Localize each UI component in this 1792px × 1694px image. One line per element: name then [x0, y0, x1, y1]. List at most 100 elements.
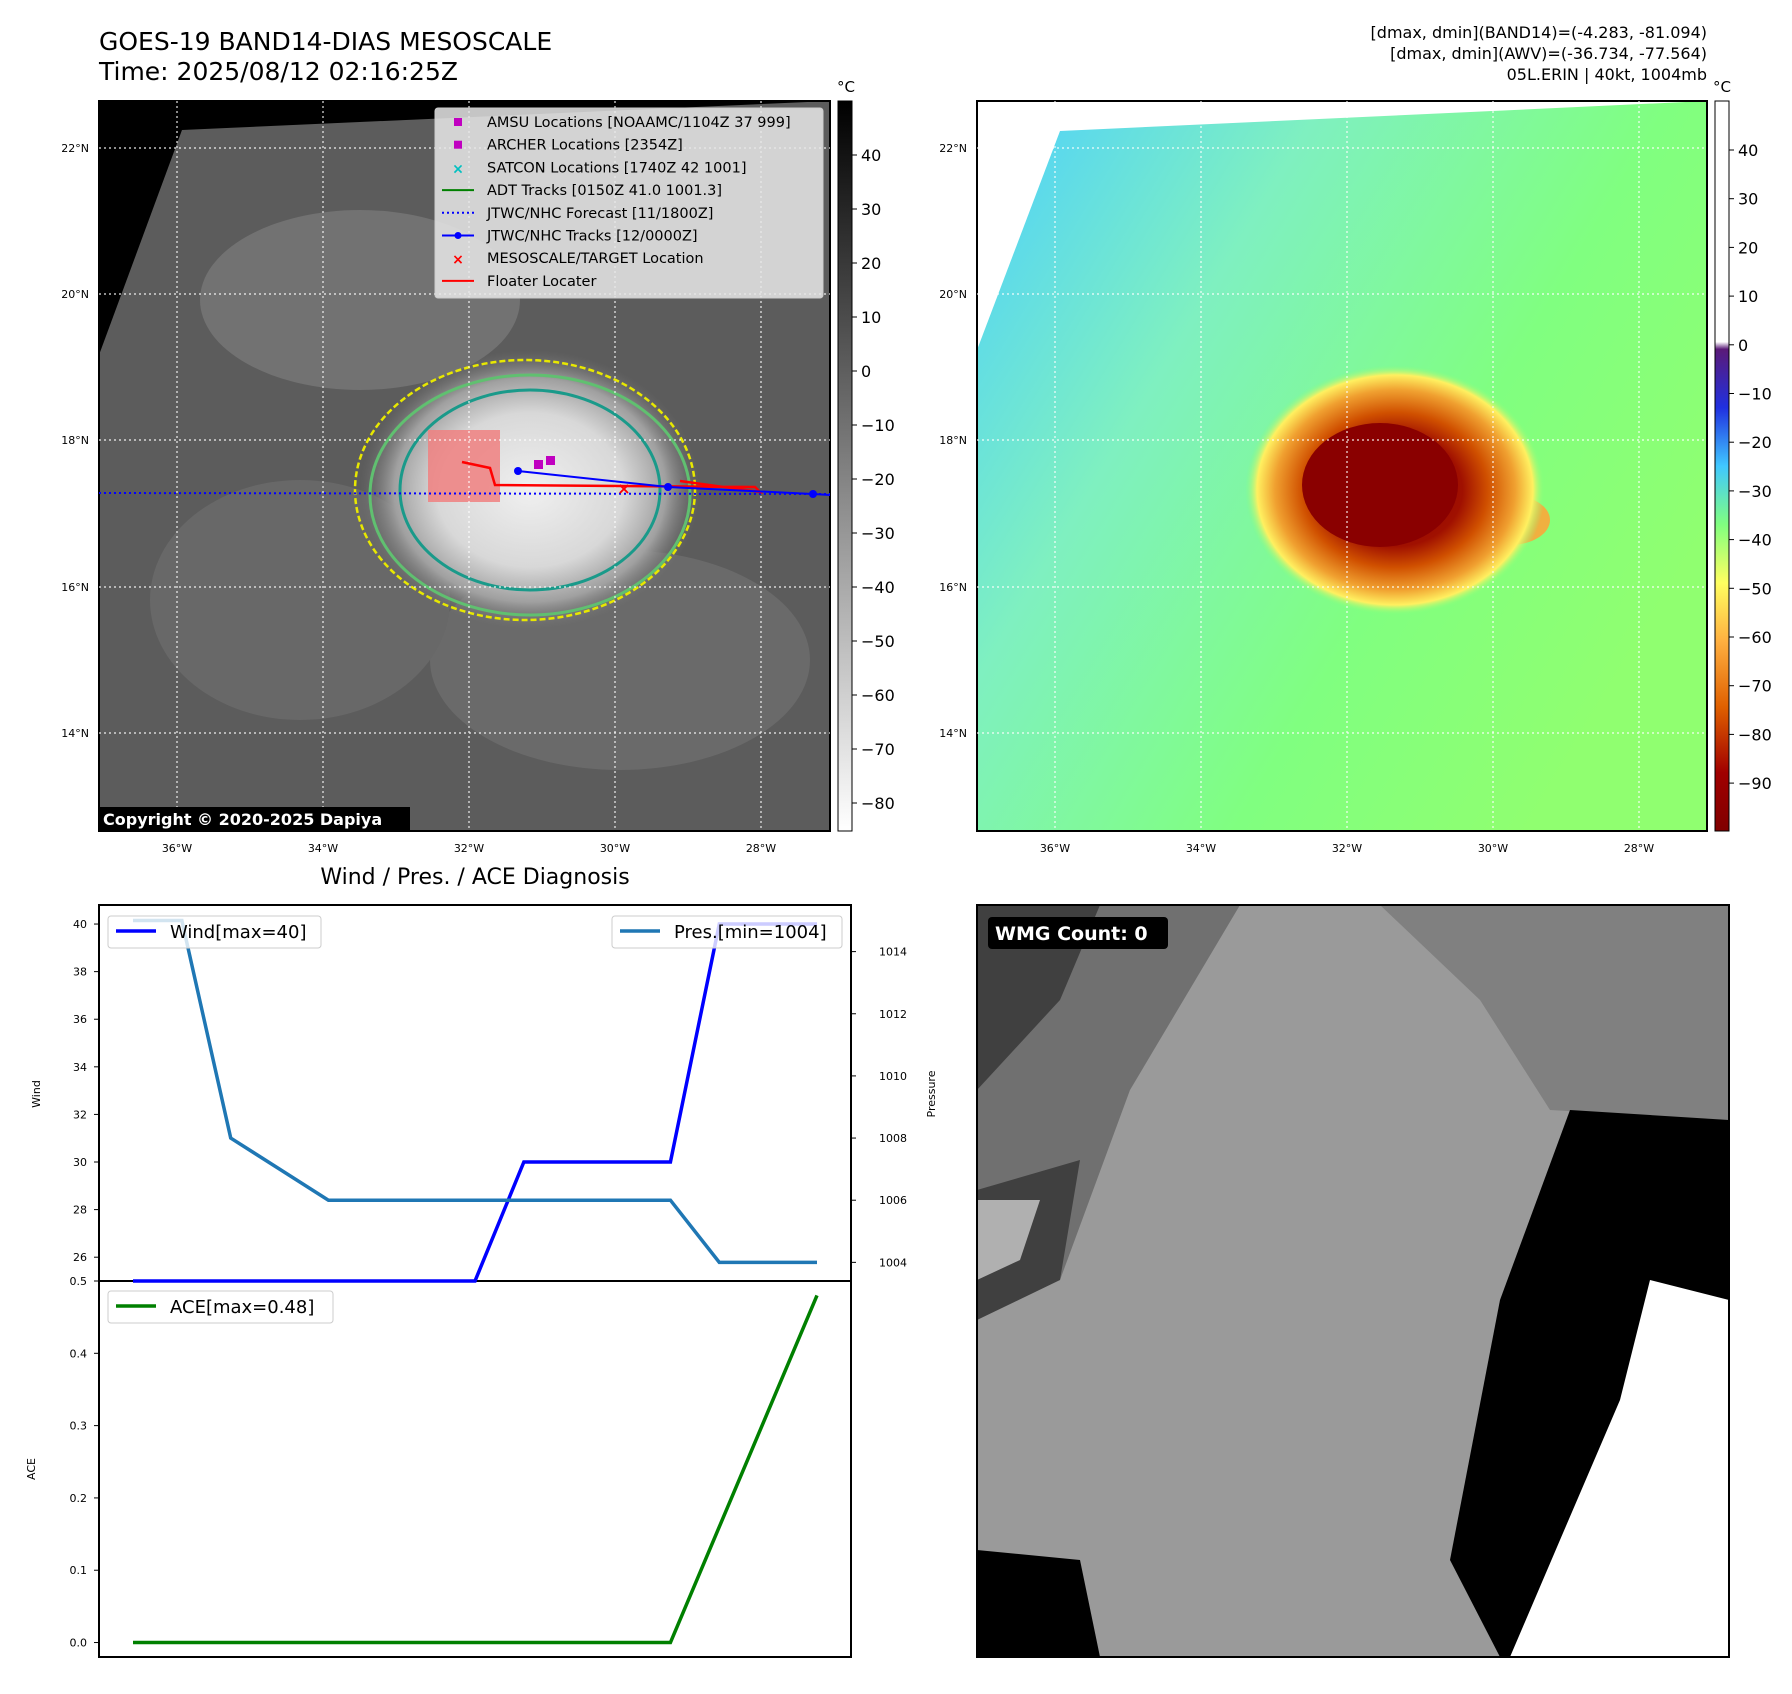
figure-title: GOES-19 BAND14-DIAS MESOSCALE: [99, 27, 552, 56]
colorbar-tick-label: −20: [861, 470, 895, 489]
lon-label: 34°W: [308, 842, 338, 855]
colorbar-tick-label: −60: [1738, 628, 1772, 647]
ir-tracks: ×: [99, 456, 830, 498]
ace-axis-label: ACE: [25, 1458, 38, 1480]
lon-label: 30°W: [1478, 842, 1508, 855]
nhc-track-point: [809, 490, 817, 498]
wind-legend-box: [107, 915, 322, 949]
colorbar-tick-label: −30: [861, 524, 895, 543]
colorbar-tick-label: 0: [1738, 336, 1748, 355]
wind-series-line: [133, 922, 817, 1283]
wind-tick-label: 30: [73, 1156, 87, 1169]
colorbar-tick-label: −20: [1738, 433, 1772, 452]
awv-map-frame: [976, 100, 1708, 832]
wind-tick-label: 38: [73, 966, 87, 979]
ace-frame: [98, 1280, 852, 1658]
ace-tick-label: 0.4: [70, 1347, 88, 1360]
pressure-tick-label: 1008: [879, 1132, 907, 1145]
legend-label: JTWC/NHC Tracks [12/0000Z]: [486, 229, 698, 245]
colorbar-tick-label: −70: [861, 740, 895, 759]
amsu-marker: [546, 456, 555, 465]
pressure-tick-label: 1006: [879, 1194, 907, 1207]
colorbar-tick-label: 40: [861, 146, 881, 165]
ace-tick-label: 0.0: [70, 1637, 88, 1650]
archer-marker: [534, 460, 543, 469]
colorbar-tick-label: −30: [1738, 482, 1772, 501]
lat-label: 18°N: [61, 434, 89, 447]
pressure-axis-label: Pressure: [925, 1070, 938, 1117]
lon-label: 34°W: [1186, 842, 1216, 855]
legend-label: JTWC/NHC Forecast [11/1800Z]: [486, 206, 713, 222]
awv-colorbar-ticks: 40 30 20 10 0 −10 −20 −30 −40 −50 −60 −70 −80 −90: [1729, 141, 1772, 793]
pressure-tick-label: 1010: [879, 1070, 907, 1083]
ace-tick-label: 0.2: [70, 1492, 88, 1505]
lon-label: 30°W: [600, 842, 630, 855]
colorbar-tick-label: 20: [861, 254, 881, 273]
legend-marker: [454, 118, 462, 126]
pressure-tick-label: 1004: [879, 1256, 907, 1269]
awv-lat-labels: 22°N 20°N 18°N 16°N 14°N: [939, 142, 967, 740]
colorbar-tick-label: −50: [861, 632, 895, 651]
legend-label: AMSU Locations [NOAAMC/1104Z 37 999]: [487, 115, 791, 131]
ace-legend-box: [107, 1290, 334, 1324]
lon-label: 28°W: [1624, 842, 1654, 855]
map-legend: AMSU Locations [NOAAMC/1104Z 37 999] ARCH…: [434, 107, 824, 299]
nhc-track-line: [517, 470, 830, 496]
lat-label: 22°N: [61, 142, 89, 155]
ace-legend-label: ACE[max=0.48]: [170, 1297, 314, 1318]
colorbar-tick-label: 20: [1738, 238, 1758, 257]
target-marker: ×: [617, 479, 630, 498]
pressure-tick-label: 1012: [879, 1008, 907, 1021]
colorbar-tick-label: 30: [861, 200, 881, 219]
legend-marker: ×: [452, 161, 464, 177]
colorbar-tick-label: 30: [1738, 190, 1758, 209]
ir-colorbar-unit: °C: [837, 78, 855, 96]
lat-label: 14°N: [939, 727, 967, 740]
ace-tick-label: 0.5: [70, 1275, 88, 1288]
colorbar-tick-label: −10: [1738, 385, 1772, 404]
pressure-tick-label: 1014: [879, 946, 907, 959]
lat-label: 14°N: [61, 727, 89, 740]
wind-tick-label: 32: [73, 1108, 87, 1121]
lon-label: 32°W: [1332, 842, 1362, 855]
lon-label: 36°W: [1040, 842, 1070, 855]
ace-tick-label: 0.3: [70, 1420, 88, 1433]
stats-band14: [dmax, dmin](BAND14)=(-4.283, -81.094): [1371, 23, 1707, 42]
copyright-badge: Copyright © 2020-2025 Dapiya: [99, 807, 410, 831]
ir-colorbar: [837, 100, 853, 832]
wind-tick-label: 36: [73, 1013, 87, 1026]
lon-label: 36°W: [162, 842, 192, 855]
legend-marker: ×: [452, 252, 464, 268]
legend-label: MESOSCALE/TARGET Location: [487, 251, 704, 267]
wind-tick-label: 26: [73, 1251, 87, 1264]
colorbar-tick-label: −60: [861, 686, 895, 705]
legend-label: Floater Locater: [487, 274, 596, 290]
ir-lat-labels: 22°N 20°N 18°N 16°N 14°N: [61, 142, 89, 740]
ir-map-frame: [98, 100, 831, 832]
lon-label: 28°W: [746, 842, 776, 855]
colorbar-tick-label: −80: [1738, 725, 1772, 744]
ace-plot: 0.0 0.1 0.2 0.3 0.4 0.5 ACE[max=0.48]: [70, 1275, 819, 1650]
wind-pressure-plot: 26 28 30 32 34 36 38 40 1004 1006 1008 1010 1012 1014…: [73, 915, 907, 1283]
colorbar-tick-label: 0: [861, 362, 871, 381]
wmg-count-text: WMG Count: 0: [995, 923, 1148, 945]
lat-label: 16°N: [61, 581, 89, 594]
ace-tick-label: 0.1: [70, 1564, 88, 1577]
figure-time: Time: 2025/08/12 02:16:25Z: [98, 57, 458, 86]
lat-label: 22°N: [939, 142, 967, 155]
colorbar-tick-label: −40: [861, 578, 895, 597]
colorbar-tick-label: −10: [861, 416, 895, 435]
colorbar-tick-label: 10: [1738, 287, 1758, 306]
wmg-count-badge: WMG Count: 0: [988, 917, 1168, 949]
wind-tick-label: 28: [73, 1204, 87, 1217]
wind-axis-label: Wind: [30, 1080, 43, 1108]
ir-colorbar-ticks: 40 30 20 10 0 −10 −20 −30 −40 −50 −60 −70 −80: [852, 146, 895, 813]
wmg-panel: [977, 905, 1729, 1657]
diagnosis-title: Wind / Pres. / ACE Diagnosis: [320, 865, 629, 890]
lat-label: 16°N: [939, 581, 967, 594]
colorbar-tick-label: −70: [1738, 677, 1772, 696]
storm-info: 05L.ERIN | 40kt, 1004mb: [1507, 65, 1707, 84]
pressure-series-line: [133, 918, 817, 1265]
